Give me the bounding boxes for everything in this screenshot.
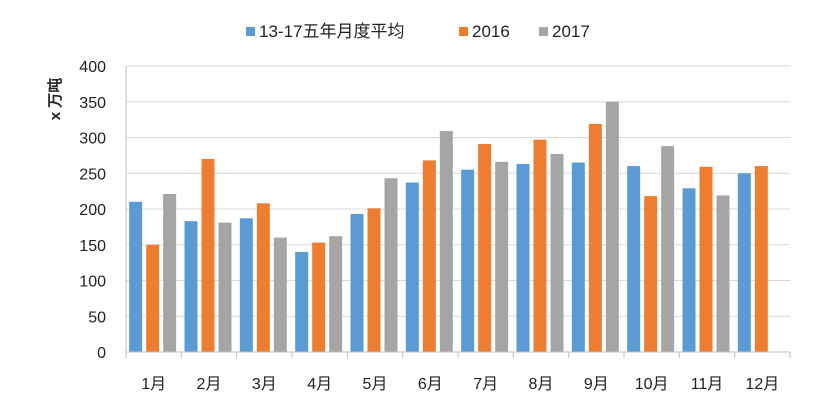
bar	[422, 160, 436, 352]
x-tick-label: 4月	[307, 376, 332, 393]
bar	[461, 169, 475, 352]
legend-swatch	[459, 27, 468, 36]
bar-series	[163, 101, 730, 352]
bar	[312, 242, 326, 352]
x-tick-label: 6月	[418, 376, 443, 393]
y-tick-labels: 0 50 100 150 200 250 300 350 400	[79, 59, 106, 362]
legend-item: 13-17五年月度平均	[246, 22, 404, 41]
bar	[495, 161, 509, 352]
legend-item: 2016	[459, 22, 510, 41]
bar-series	[146, 123, 768, 352]
x-tick-label: 12月	[745, 376, 779, 393]
y-tick-label: 200	[79, 202, 106, 219]
bar-series	[129, 162, 751, 352]
legend-label: 13-17五年月度平均	[259, 22, 404, 41]
x-tick-label: 5月	[363, 376, 388, 393]
bar	[367, 208, 381, 352]
legend-swatch	[539, 27, 548, 36]
x-tick-label: 11月	[691, 376, 724, 393]
legend-label: 2017	[552, 22, 590, 41]
bar	[273, 237, 287, 352]
bar	[239, 218, 253, 352]
y-tick-label: 400	[79, 59, 106, 76]
bar	[350, 214, 364, 352]
bar-series-group	[129, 101, 768, 352]
bar	[699, 166, 713, 352]
legend: 13-17五年月度平均 2016 2017	[246, 22, 590, 41]
bar	[571, 162, 585, 352]
bar	[146, 244, 160, 352]
bar	[295, 251, 309, 352]
y-tick-label: 0	[97, 345, 106, 362]
x-tick-label: 9月	[584, 376, 609, 393]
y-tick-label: 350	[79, 95, 106, 112]
bar	[627, 166, 641, 352]
y-tick-label: 250	[79, 166, 106, 183]
bar	[716, 195, 730, 352]
bar	[384, 178, 398, 352]
bar	[478, 143, 492, 352]
bar	[754, 166, 768, 352]
bar	[184, 221, 198, 352]
bar	[605, 101, 619, 352]
x-tick-label: 1月	[141, 376, 166, 393]
bar	[201, 158, 215, 352]
y-tick-label: 150	[79, 238, 106, 255]
bar	[682, 188, 696, 352]
y-axis-label: x 万吨	[46, 78, 64, 121]
bar	[129, 201, 143, 352]
axes	[125, 66, 791, 358]
legend-label: 2016	[472, 22, 510, 41]
gridlines	[126, 65, 790, 317]
bar	[661, 146, 675, 352]
y-tick-label: 300	[79, 131, 106, 148]
bar	[588, 123, 602, 352]
x-tick-label: 8月	[529, 376, 554, 393]
bar	[163, 193, 177, 352]
bar	[516, 163, 530, 352]
x-tick-labels: 1月 2月 3月 4月 5月 6月 7月 8月 9月 10月 11月 12月	[141, 376, 779, 393]
x-tick-label: 7月	[473, 376, 498, 393]
bar	[329, 236, 343, 352]
bar	[644, 196, 658, 352]
x-tick-label: 3月	[252, 376, 277, 393]
bar	[533, 139, 547, 352]
bar	[737, 173, 751, 352]
bar	[405, 182, 419, 352]
legend-swatch	[246, 27, 255, 36]
bar	[439, 131, 453, 352]
bar	[218, 222, 232, 352]
bar	[550, 153, 564, 352]
x-tick-label: 10月	[635, 376, 669, 393]
x-tick-label: 2月	[197, 376, 222, 393]
y-tick-label: 50	[88, 309, 106, 326]
y-tick-label: 100	[79, 274, 106, 291]
legend-item: 2017	[539, 22, 590, 41]
bar	[256, 203, 270, 352]
